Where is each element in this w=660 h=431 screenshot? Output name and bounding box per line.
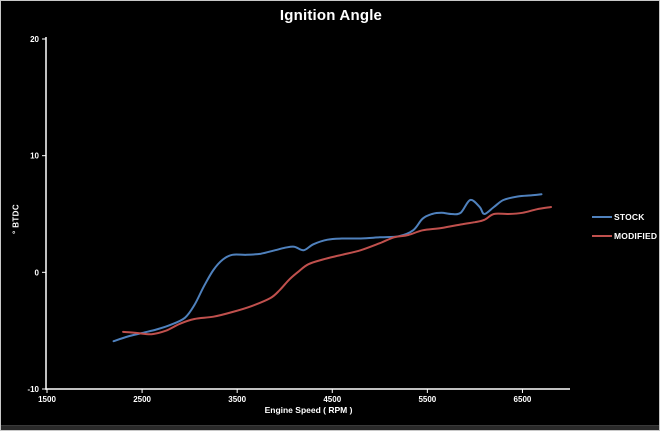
y-tick-label: 0: [35, 268, 40, 277]
x-tick-label: 4500: [323, 395, 341, 404]
bottom-strip: [1, 425, 659, 430]
x-tick-label: 2500: [133, 395, 151, 404]
y-tick-label: 10: [30, 152, 39, 161]
legend-item: MODIFIED: [592, 229, 657, 243]
x-tick-label: 6500: [514, 395, 532, 404]
x-tick-label: 3500: [228, 395, 246, 404]
y-tick-label: -10: [27, 385, 39, 394]
y-tick-label: 20: [30, 35, 39, 44]
stock-line: [112, 193, 543, 343]
x-tick-label: 5500: [418, 395, 436, 404]
legend-label: STOCK: [614, 212, 645, 222]
legend-swatch-stock: [592, 216, 612, 218]
legend-label: MODIFIED: [614, 231, 658, 241]
legend-item: STOCK: [592, 210, 657, 224]
modified-line: [122, 206, 552, 336]
chart-title: Ignition Angle: [279, 7, 383, 24]
x-axis-title: Engine Speed ( RPM ): [264, 405, 353, 415]
legend: STOCK MODIFIED: [592, 210, 657, 243]
x-tick-label: 1500: [38, 395, 56, 404]
legend-swatch-modified: [592, 235, 612, 237]
y-axis-title: ° BTDC: [11, 203, 21, 235]
